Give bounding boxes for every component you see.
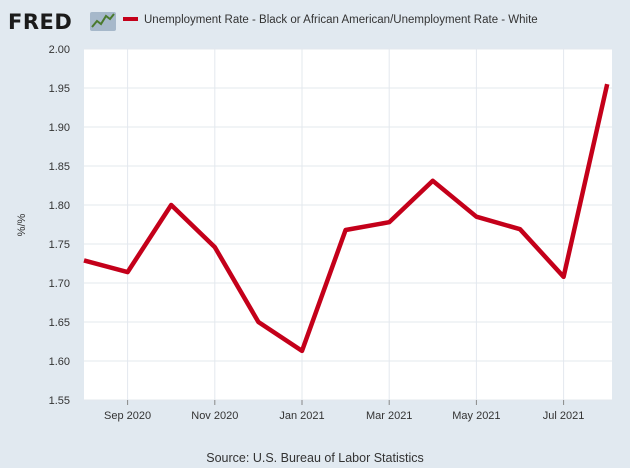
data-point[interactable]	[474, 215, 478, 219]
y-tick-label: 1.55	[49, 395, 70, 407]
y-axis-ticks: 1.55 1.60 1.65 1.70 1.75 1.80 1.85 1.90 1.95 2.00	[49, 44, 70, 407]
plot-area	[84, 49, 612, 400]
data-point[interactable]	[518, 227, 522, 231]
y-tick-label: 1.80	[49, 200, 70, 212]
x-tick-label: Nov 2020	[191, 410, 238, 422]
data-point[interactable]	[213, 245, 217, 249]
series-layer[interactable]	[82, 82, 610, 354]
data-point[interactable]	[561, 275, 565, 279]
legend[interactable]: Unemployment Rate - Black or African Ame…	[123, 14, 538, 26]
data-point[interactable]	[169, 203, 173, 207]
x-tick-label: Mar 2021	[366, 410, 412, 422]
legend-label: Unemployment Rate - Black or African Ame…	[144, 14, 538, 26]
x-tick-label: May 2021	[452, 410, 500, 422]
fred-logo-text: FRED	[8, 10, 72, 34]
y-axis-label: %/%	[16, 213, 28, 236]
data-point[interactable]	[605, 82, 609, 86]
y-tick-label: 1.60	[49, 356, 70, 368]
data-point[interactable]	[125, 270, 129, 274]
x-axis-ticks: Sep 2020 Nov 2020 Jan 2021 Mar 2021 May 2021…	[104, 400, 584, 422]
y-tick-label: 1.75	[49, 239, 70, 251]
fred-logo[interactable]: FRED	[8, 10, 116, 34]
data-point[interactable]	[256, 320, 260, 324]
x-tick-label: Sep 2020	[104, 410, 151, 422]
y-tick-label: 1.65	[49, 317, 70, 329]
source-note: Source: U.S. Bureau of Labor Statistics	[206, 451, 423, 465]
x-tick-label: Jul 2021	[543, 410, 585, 422]
grid-lines	[84, 48, 612, 401]
y-tick-label: 1.95	[49, 83, 70, 95]
y-tick-label: 1.70	[49, 278, 70, 290]
line-chart-icon	[90, 12, 116, 31]
data-point[interactable]	[431, 179, 435, 183]
series-line[interactable]	[83, 83, 610, 354]
y-tick-label: 1.90	[49, 122, 70, 134]
y-tick-label: 2.00	[49, 44, 70, 56]
data-point[interactable]	[343, 228, 347, 232]
data-point[interactable]	[387, 220, 391, 224]
data-point[interactable]	[300, 349, 304, 353]
x-tick-label: Jan 2021	[279, 410, 324, 422]
y-tick-label: 1.85	[49, 161, 70, 173]
data-point[interactable]	[82, 258, 86, 262]
